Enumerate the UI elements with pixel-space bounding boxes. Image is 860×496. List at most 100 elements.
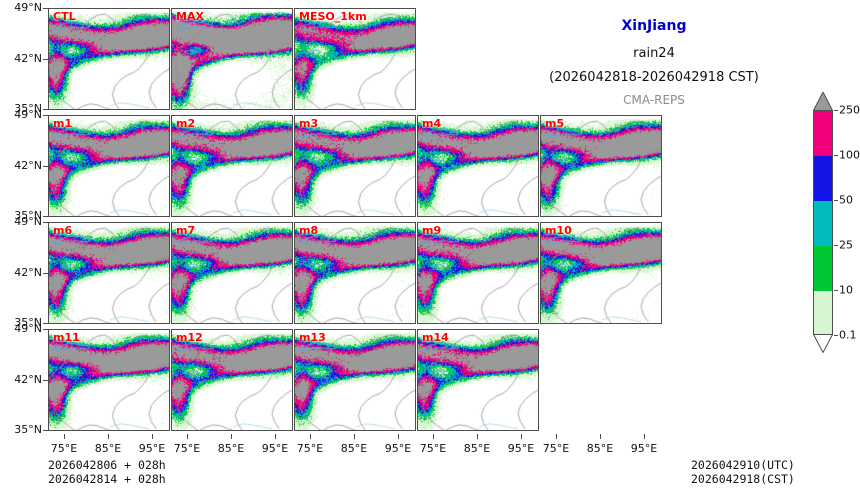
variable-name: rain24 (633, 46, 675, 61)
page-title: XinJiang (621, 18, 687, 34)
forecast-panel: m14 (417, 329, 539, 431)
longitude-tick (477, 434, 478, 439)
forecast-panel: m10 (540, 222, 662, 324)
longitude-tick (354, 434, 355, 439)
precipitation-field (49, 223, 169, 323)
forecast-panel: m3 (294, 115, 416, 217)
latitude-tick (43, 8, 48, 9)
longitude-tick (275, 434, 276, 439)
forecast-period: (2026042818-2026042918 CST) (549, 70, 759, 85)
latitude-tick (43, 329, 48, 330)
colorbar-under-arrow (813, 334, 833, 353)
colorbar-segment (814, 156, 832, 201)
panel-label-m7: m7 (176, 224, 196, 237)
colorbar-segment (814, 201, 832, 246)
latitude-tick-label: 42°N (14, 372, 42, 386)
precipitation-field (172, 330, 292, 430)
longitude-tick (152, 434, 153, 439)
colorbar-label: 10 (839, 283, 853, 297)
forecast-panel: m12 (171, 329, 293, 431)
longitude-tick (600, 434, 601, 439)
longitude-tick (644, 434, 645, 439)
colorbar-tick (834, 110, 838, 111)
precipitation-field (49, 9, 169, 109)
precipitation-field (172, 223, 292, 323)
longitude-tick-label: 95°E (261, 442, 289, 455)
precipitation-field (295, 116, 415, 216)
latitude-tick (43, 216, 48, 217)
forecast-panel: MESO_1km (294, 8, 416, 110)
longitude-tick (108, 434, 109, 439)
footer-init-line2: 2026042814 + 028h (48, 472, 166, 486)
longitude-tick-label: 95°E (507, 442, 535, 455)
latitude-tick-label: 42°N (14, 51, 42, 65)
latitude-tick (43, 430, 48, 431)
longitude-tick-label: 95°E (138, 442, 166, 455)
forecast-panel: m9 (417, 222, 539, 324)
precipitation-field (49, 330, 169, 430)
forecast-panel: m7 (171, 222, 293, 324)
panel-label-m4: m4 (422, 117, 442, 130)
panel-label-m13: m13 (299, 331, 326, 344)
panel-label-m8: m8 (299, 224, 319, 237)
precipitation-field (418, 116, 538, 216)
longitude-tick (231, 434, 232, 439)
forecast-panel: m6 (48, 222, 170, 324)
colorbar-tick (834, 335, 838, 336)
panel-label-m1: m1 (53, 117, 73, 130)
longitude-tick-label: 85°E (463, 442, 491, 455)
panel-label-m12: m12 (176, 331, 203, 344)
colorbar-segment (814, 111, 832, 156)
forecast-panel: m5 (540, 115, 662, 217)
colorbar-tick (834, 290, 838, 291)
panel-label-m14: m14 (422, 331, 449, 344)
panel-label-meso_1km: MESO_1km (299, 10, 367, 23)
colorbar-segment (814, 246, 832, 291)
longitude-tick-label: 75°E (419, 442, 447, 455)
longitude-tick-label: 95°E (630, 442, 658, 455)
latitude-tick (43, 115, 48, 116)
latitude-tick (43, 323, 48, 324)
panel-label-max: MAX (176, 10, 204, 23)
panel-label-m11: m11 (53, 331, 80, 344)
precipitation-field (541, 223, 661, 323)
forecast-panel: m1 (48, 115, 170, 217)
latitude-tick-label: 49°N (14, 215, 42, 228)
panel-label-ctl: CTL (53, 10, 76, 23)
longitude-tick-label: 95°E (384, 442, 412, 455)
longitude-tick-label: 75°E (296, 442, 324, 455)
panel-label-m6: m6 (53, 224, 73, 237)
colorbar-label: 100 (839, 148, 860, 162)
forecast-panel: m4 (417, 115, 539, 217)
longitude-tick-label: 85°E (94, 442, 122, 455)
latitude-tick (43, 109, 48, 110)
precipitation-field (172, 9, 292, 109)
panel-label-m5: m5 (545, 117, 565, 130)
colorbar-tick (834, 155, 838, 156)
forecast-panel: m11 (48, 329, 170, 431)
latitude-tick (43, 379, 48, 381)
longitude-tick (64, 434, 65, 439)
latitude-tick (43, 272, 48, 274)
footer-init-line1: 2026042806 + 028h (48, 458, 166, 472)
precipitation-field (295, 223, 415, 323)
longitude-tick (398, 434, 399, 439)
colorbar-label: 50 (839, 193, 853, 207)
forecast-panel: m8 (294, 222, 416, 324)
forecast-panel: m13 (294, 329, 416, 431)
precipitation-field (295, 330, 415, 430)
latitude-tick-label: 49°N (14, 108, 42, 121)
longitude-tick-label: 75°E (542, 442, 570, 455)
forecast-panel: CTL (48, 8, 170, 110)
panel-label-m3: m3 (299, 117, 319, 130)
colorbar-tick (834, 200, 838, 201)
colorbar-label: 250 (839, 103, 860, 117)
latitude-tick-label: 49°N (14, 1, 42, 14)
precipitation-field (541, 116, 661, 216)
longitude-tick-label: 85°E (340, 442, 368, 455)
panel-label-m9: m9 (422, 224, 442, 237)
latitude-tick-label: 49°N (14, 322, 42, 335)
longitude-tick-label: 75°E (173, 442, 201, 455)
forecast-panel: MAX (171, 8, 293, 110)
latitude-tick (43, 222, 48, 223)
